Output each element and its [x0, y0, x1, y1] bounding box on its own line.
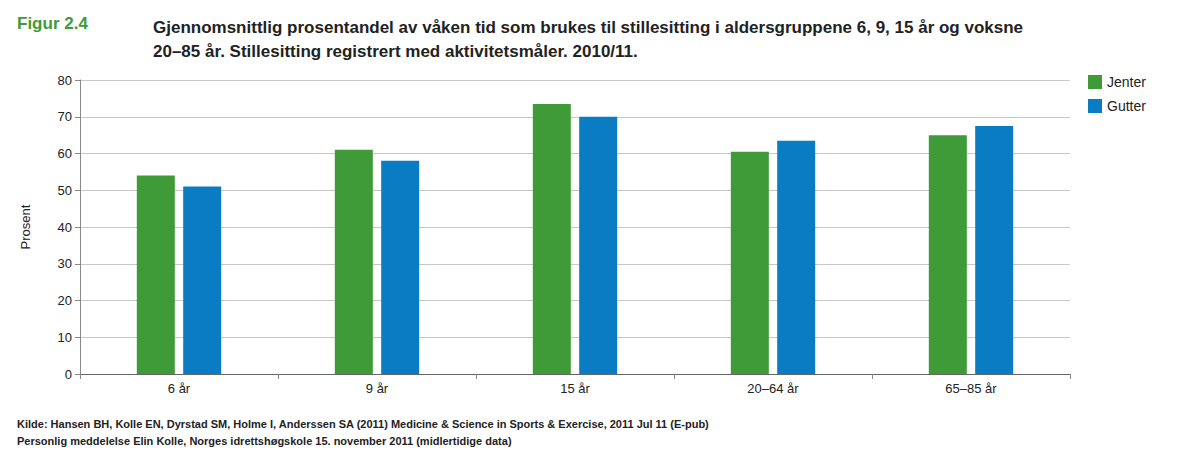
- svg-text:Hansen BH, Kolle EN, Dyrstad S: Hansen BH, Kolle EN, Dyrstad SM, Holme I…: [48, 418, 710, 430]
- svg-text:Personlig meddelelse Elin Koll: Personlig meddelelse Elin Kolle, Norges …: [17, 435, 512, 447]
- svg-text:80: 80: [58, 73, 72, 88]
- svg-text:9 år: 9 år: [366, 381, 389, 396]
- svg-text:60: 60: [58, 146, 72, 161]
- svg-text:20–64 år: 20–64 år: [747, 381, 799, 396]
- svg-text:15 år: 15 år: [560, 381, 590, 396]
- svg-text:0: 0: [65, 367, 72, 382]
- svg-text:Gutter: Gutter: [1107, 98, 1146, 114]
- svg-text:Prosent: Prosent: [18, 204, 33, 249]
- svg-text:Gjennomsnittlig prosentandel a: Gjennomsnittlig prosentandel av våken ti…: [153, 18, 1028, 37]
- svg-text:Kilde:: Kilde:: [17, 418, 48, 430]
- svg-text:30: 30: [58, 256, 72, 271]
- svg-text:Figur 2.4: Figur 2.4: [17, 14, 88, 33]
- svg-text:20: 20: [58, 293, 72, 308]
- svg-text:40: 40: [58, 220, 72, 235]
- svg-text:10: 10: [58, 330, 72, 345]
- svg-text:70: 70: [58, 109, 72, 124]
- svg-text:6 år: 6 år: [168, 381, 191, 396]
- svg-text:50: 50: [58, 183, 72, 198]
- svg-text:20–85 år. Stillesitting regist: 20–85 år. Stillesitting registrert med a…: [153, 42, 638, 61]
- svg-text:Jenter: Jenter: [1107, 74, 1146, 90]
- svg-text:65–85 år: 65–85 år: [945, 381, 997, 396]
